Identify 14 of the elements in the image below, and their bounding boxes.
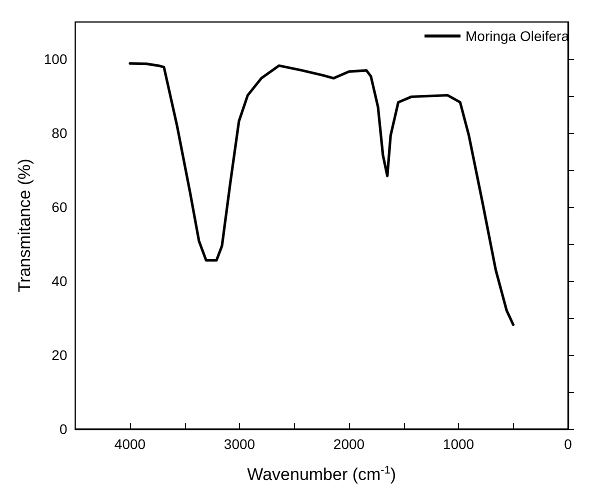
x-tick-label: 1000: [442, 436, 474, 452]
y-tick-label: 60: [52, 199, 68, 215]
y-tick-label: 100: [44, 51, 68, 67]
y-tick-label: 40: [52, 273, 68, 289]
y-tick-label: 80: [52, 125, 68, 141]
y-tick-label: 0: [59, 421, 68, 437]
x-tick-label: 0: [564, 436, 572, 452]
x-tick-label: 2000: [333, 436, 365, 452]
y-axis-title: Transmitance (%): [15, 158, 34, 292]
x-tick-label: 4000: [114, 436, 146, 452]
line-series: [128, 62, 515, 326]
legend-label: Moringa Oleifera: [466, 28, 570, 44]
y-tick-label: 20: [52, 347, 68, 363]
x-tick-label: 3000: [224, 436, 256, 452]
